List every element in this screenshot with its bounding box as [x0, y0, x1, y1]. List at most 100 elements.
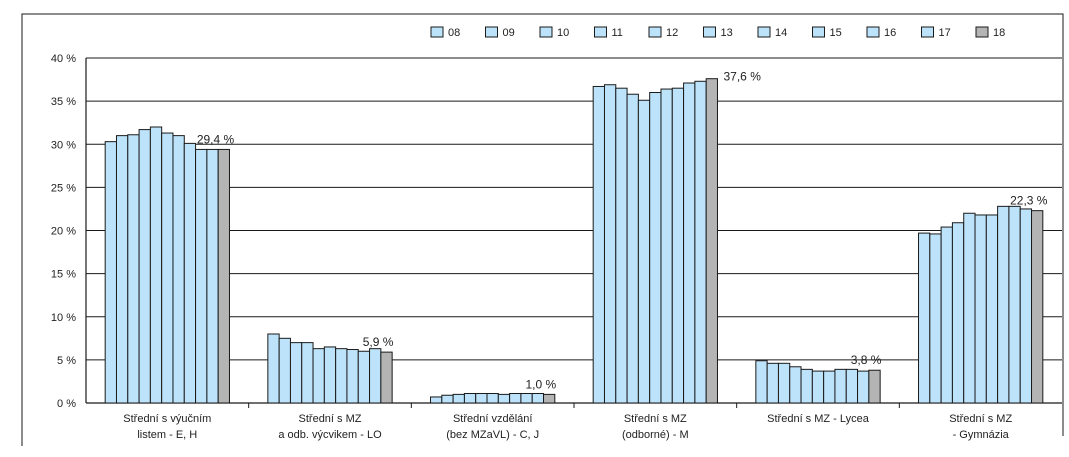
y-tick-label: 35 %	[51, 96, 76, 108]
category-label: Střední s MZ	[949, 413, 1012, 425]
y-tick-label: 10 %	[51, 312, 76, 324]
data-label-18: 1,0 %	[525, 377, 556, 391]
bar	[380, 351, 393, 404]
bar	[452, 393, 465, 404]
bar	[357, 350, 371, 404]
legend-label: 18	[993, 27, 1005, 39]
bar	[441, 394, 454, 404]
category-label: Střední s MZ - Lycea	[767, 413, 870, 425]
legend-label: 13	[721, 27, 733, 39]
legend-label: 16	[884, 27, 896, 39]
legend-label: 08	[448, 27, 460, 39]
bar	[509, 393, 522, 404]
bar	[683, 82, 696, 404]
category-label: Střední s MZ	[624, 413, 687, 425]
bar	[637, 99, 651, 404]
bar	[929, 233, 942, 404]
bar	[430, 396, 443, 404]
bar	[800, 368, 813, 404]
bar	[671, 87, 685, 404]
bar	[649, 92, 662, 404]
bar	[267, 333, 280, 404]
y-tick-label: 15 %	[51, 269, 76, 281]
legend-swatch	[594, 26, 607, 38]
bar	[985, 214, 999, 404]
bar	[1031, 210, 1044, 404]
bar	[823, 370, 836, 404]
category-label: Střední vzdělání	[453, 413, 533, 425]
bar	[543, 393, 556, 404]
legend-swatch	[703, 26, 716, 38]
bar	[755, 360, 768, 404]
legend-swatch	[430, 26, 444, 38]
data-label-18: 3,8 %	[851, 353, 882, 367]
bar	[834, 368, 847, 404]
bar	[705, 78, 718, 404]
bar	[857, 370, 870, 404]
bar	[497, 393, 511, 404]
category-label: (odborné) - M	[622, 429, 689, 441]
bar	[346, 349, 359, 404]
bar	[811, 370, 825, 404]
bar	[615, 87, 628, 404]
bar	[777, 362, 791, 404]
bar	[172, 135, 185, 404]
legend-swatch	[539, 26, 553, 38]
bar	[369, 348, 382, 404]
bar	[335, 348, 348, 404]
category-label: (bez MZaVL) - C, J	[446, 429, 539, 441]
legend-label: 14	[775, 27, 787, 39]
bar	[940, 226, 953, 404]
bar	[766, 362, 779, 404]
legend-label: 12	[666, 27, 678, 39]
category-label: Střední s výučním	[123, 413, 211, 425]
legend-swatch	[921, 26, 934, 38]
category-label: a odb. výcvikem - LO	[278, 429, 382, 441]
legend-swatch	[648, 26, 662, 38]
legend-label: 15	[830, 27, 842, 39]
category-label: listem - E, H	[137, 429, 197, 441]
bar	[289, 342, 303, 404]
legend-label: 10	[557, 27, 569, 39]
legend-swatch	[485, 26, 498, 38]
bar	[217, 148, 230, 404]
bar	[475, 393, 488, 404]
bar	[531, 393, 545, 404]
legend-swatch	[812, 26, 825, 38]
data-label-18: 22,3 %	[1010, 194, 1048, 208]
bar	[918, 232, 931, 404]
data-label-18: 29,4 %	[197, 132, 235, 146]
bar	[149, 126, 163, 404]
bar	[997, 205, 1010, 404]
bar	[520, 393, 533, 404]
category-label: - Gymnázia	[953, 429, 1010, 441]
bar	[278, 337, 291, 404]
data-label-18: 5,9 %	[363, 335, 394, 349]
bar	[312, 348, 325, 404]
bar	[127, 134, 140, 404]
bar	[592, 85, 605, 404]
bar	[974, 214, 987, 404]
legend-label: 11	[612, 27, 623, 39]
legend-swatch	[757, 26, 771, 38]
bar	[868, 369, 881, 404]
legend-label: 09	[503, 27, 515, 39]
bar	[301, 342, 314, 404]
bar	[138, 129, 151, 404]
bar	[486, 393, 499, 404]
bar	[626, 93, 639, 404]
legend-swatch	[866, 26, 880, 38]
bar	[1019, 208, 1033, 404]
bar	[183, 142, 197, 404]
bar	[323, 346, 337, 404]
chart-frame	[21, 13, 1064, 446]
bar	[603, 84, 617, 404]
y-tick-label: 20 %	[51, 226, 76, 238]
bar	[161, 132, 174, 404]
y-tick-label: 25 %	[51, 182, 76, 194]
bar	[463, 393, 477, 404]
data-label-18: 37,6 %	[724, 70, 762, 84]
y-tick-label: 40 %	[51, 53, 76, 65]
